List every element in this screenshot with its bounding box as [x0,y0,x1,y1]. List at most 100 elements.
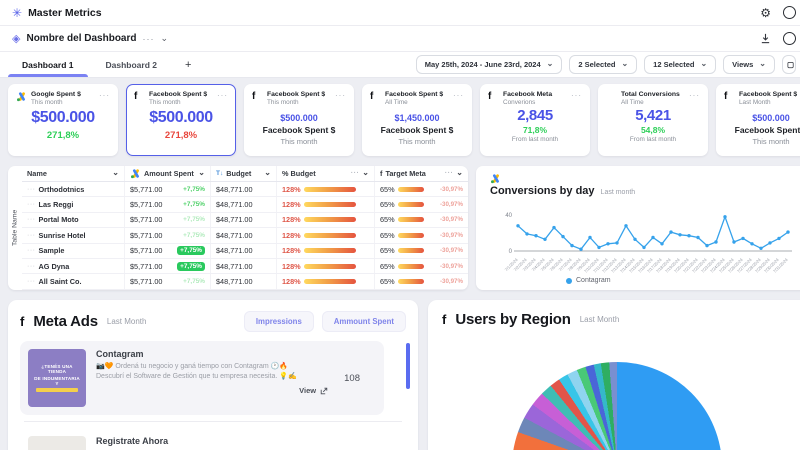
kpi-title: Total Conversions [621,91,680,98]
kpi-card-7[interactable]: f Facebook Spent $ Last Month ··· $500.0… [716,84,800,156]
kpi-card-2[interactable]: f Facebook Spent $ This month ··· $500.0… [126,84,236,156]
google-ads-icon [130,168,141,179]
pct-budget-cell: 128% [276,258,374,274]
target-meta-cell: 65% -30,97% [374,274,468,289]
amount-value: $5,771.00 [130,246,163,256]
row-menu-icon[interactable]: ··· [27,278,36,286]
kpi-card-header: f Facebook Spent $ This month ··· [252,91,346,106]
row-menu-icon[interactable]: ··· [27,262,36,270]
tab-2[interactable]: Dashboard 2 [105,59,158,70]
tab-1[interactable]: Dashboard 1 [6,52,90,77]
target-change: -30,97% [439,231,463,239]
target-meta-cell: 65% -30,97% [374,243,468,258]
table-row[interactable]: ··· Portal Moto $5,771.00 +7,75% $48,771… [22,212,468,229]
facebook-icon: f [252,91,256,102]
chevron-down-icon[interactable]: ⌄ [160,33,169,43]
pct-budget-value: 128% [282,184,301,194]
chevron-down-icon[interactable]: ⌄ [198,168,205,177]
amount-cell: $5,771.00 +7,75% [124,258,210,274]
ad-list-item[interactable]: AUTOMATIZÁ TUS TIENDAS ADMINISTRATIVAS R… [20,428,384,450]
cut-off-icon[interactable] [783,32,796,45]
ad-list-item[interactable]: ¿TENÉS UNA TIENDA DE INDUMENTARIA Y Cont… [20,341,384,415]
chevron-down-icon[interactable]: ⌄ [264,168,271,177]
table-row[interactable]: ··· All Saint Co. $5,771.00 +7,75% $48,7… [22,274,468,290]
kpi-menu-icon[interactable]: ··· [217,91,228,100]
kpi-card-4[interactable]: f Facebook Spent $ All Time ··· $1,450.0… [362,84,472,156]
column-header-2[interactable]: Amount Spent ⌄ [124,166,210,181]
metrics-table: Name ⌄ Amount Spent ⌄ T↓ Budget ⌄ % Budg… [22,166,468,290]
kpi-menu-icon[interactable]: ··· [571,91,582,100]
ad-title: Registrate Ahora [96,436,169,446]
pct-budget-value: 128% [282,261,301,271]
pct-budget-value: 128% [282,215,301,225]
amount-value: $5,771.00 [130,230,163,240]
ads-scrollbar[interactable] [406,343,410,450]
ads-scrollbar-thumb[interactable] [406,343,410,389]
meta-toggle-ammount-spent[interactable]: Ammount Spent [321,311,406,332]
target-meta-cell: 65% -30,97% [374,197,468,212]
column-header-4[interactable]: % Budget ··· ⌄ [276,166,374,181]
kpi-menu-icon[interactable]: ··· [453,91,464,100]
row-name: Orthodotnics [38,184,85,194]
table-row[interactable]: ··· Las Reggi $5,771.00 +7,75% $48,771.0… [22,197,468,213]
column-header-5[interactable]: f Target Meta ··· ⌄ [374,166,468,181]
download-icon[interactable] [760,33,771,44]
kpi-value: $500.000 [752,113,790,124]
kpi-card-5[interactable]: f Facebook Meta Converions ··· 2,845 71,… [480,84,590,156]
ad-thumbnail: AUTOMATIZÁ TUS TIENDAS ADMINISTRATIVAS [28,436,86,450]
ad-view-link[interactable]: View [96,386,334,395]
amount-cell: $5,771.00 +7,75% [124,197,210,212]
conversions-chart-card: Conversions by day Last month 40 0 7/1/202… [476,166,800,290]
chevron-down-icon[interactable]: ⌄ [456,168,463,177]
row-menu-icon[interactable]: ··· [27,201,36,209]
column-header-3[interactable]: T↓ Budget ⌄ [210,166,276,181]
table-row[interactable]: ··· Orthodotnics $5,771.00 +7,75% $48,77… [22,182,468,198]
ad-body: Contagram 📷🧡 Ordená tu negocio y ganá ti… [96,349,334,407]
kpi-metric-name: Facebook Spent $ [380,125,454,136]
column-label: % Budget [282,169,316,178]
kpi-card-1[interactable]: Google Spent $ This month ··· $500.000 2… [8,84,118,156]
table-row[interactable]: ··· Sample $5,771.00 +7,75% $48,771.00 1… [22,243,468,259]
chevron-down-icon[interactable]: ⌄ [112,168,119,177]
row-menu-icon[interactable]: ··· [27,185,36,193]
filter-dropdown-3[interactable]: 12 Selected ⌄ [644,55,717,74]
target-value: 65% [380,215,395,225]
chevron-down-icon[interactable]: ⌄ [362,168,369,177]
table-row[interactable]: ··· AG Dyna $5,771.00 +7,75% $48,771.00 … [22,258,468,275]
kpi-menu-icon[interactable]: ··· [335,91,346,100]
target-value: 65% [380,200,395,210]
svg-text:40: 40 [505,213,512,219]
column-menu-icon[interactable]: ··· [444,170,454,177]
kpi-menu-icon[interactable]: ··· [689,91,700,100]
column-header-1[interactable]: Name ⌄ [22,166,124,181]
meta-ads-buttons: Impressions Ammount Spent [243,311,406,332]
row-menu-icon[interactable]: ··· [27,231,36,239]
meta-toggle-impressions[interactable]: Impressions [243,311,314,332]
account-icon[interactable] [783,6,796,19]
column-menu-icon[interactable]: ··· [350,170,360,177]
kpi-card-3[interactable]: f Facebook Spent $ This month ··· $500.0… [244,84,354,156]
kpi-card-header: f Facebook Spent $ Last Month ··· [724,91,800,106]
settings-gear-icon[interactable]: ⚙ [760,5,771,20]
name-cell: ··· Las Reggi [22,197,124,211]
target-bar [397,279,424,285]
row-menu-icon[interactable]: ··· [27,216,36,224]
budget-cell: $48,771.00 [210,228,276,243]
pct-budget-cell: 128% [276,182,374,197]
filter-dropdown-4[interactable]: Views ⌄ [723,55,775,74]
kpi-menu-icon[interactable]: ··· [99,91,110,100]
filter-dropdown-2[interactable]: 2 Selected ⌄ [569,55,638,74]
dashboard-menu-icon[interactable]: ··· [142,33,155,44]
filter-dropdown-1[interactable]: May 25th, 2024 - June 23rd, 2024 ⌄ [415,55,563,74]
table-row[interactable]: ··· Sunrise Hotel $5,771.00 +7,75% $48,7… [22,228,468,244]
target-change: -30,97% [439,262,463,270]
add-tab-button[interactable]: + [185,58,192,71]
users-by-region-pie-chart[interactable] [512,362,722,450]
cut-off-button[interactable]: ▢ [782,55,796,74]
line-chart[interactable]: 40 0 7/1/2024 7/2/2024 7/3/2024 7/4/2024 7/5/2… [490,197,800,282]
budget-value: $48,771.00 [216,230,253,240]
row-menu-icon[interactable]: ··· [27,247,36,255]
kpi-card-6[interactable]: Total Conversions All Time ··· 5,421 54,… [598,84,708,156]
kpi-change: 71,8% [522,125,548,136]
metrics-table-card: Table Name Name ⌄ Amount Spent ⌄ T↓ Budg… [8,166,468,290]
